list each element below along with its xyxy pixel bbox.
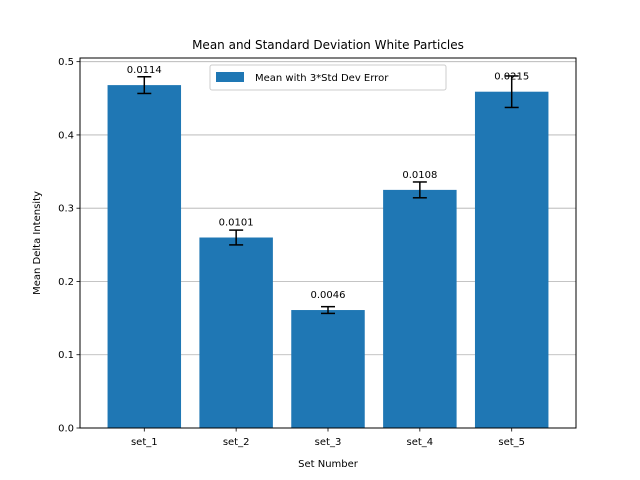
legend-box xyxy=(209,64,447,91)
y-tick-label: 0.4 xyxy=(58,130,74,141)
bar xyxy=(474,91,549,428)
bar-value-label: 0.0108 xyxy=(402,170,437,181)
x-tick-label: set_3 xyxy=(315,437,342,448)
bar xyxy=(107,85,182,428)
x-tick-label: set_1 xyxy=(131,437,158,448)
error-bars xyxy=(137,75,519,315)
x-axis-label: Set Number xyxy=(298,459,359,470)
y-tick-label: 0.5 xyxy=(58,57,74,68)
bar-value-label: 0.0046 xyxy=(311,290,346,301)
x-axis: set_1 set_2 set_3 set_4 set_5 xyxy=(131,428,525,448)
y-tick-label: 0.1 xyxy=(58,350,74,361)
legend: Mean with 3*Std Dev Error xyxy=(209,64,447,91)
y-tick-label: 0.0 xyxy=(58,424,74,435)
y-axis: 0.0 0.1 0.2 0.3 0.4 0.5 xyxy=(58,57,80,435)
bar-value-labels: 0.0114 0.0101 0.0046 0.0108 0.0215 xyxy=(127,65,529,301)
x-tick-label: set_5 xyxy=(498,437,525,448)
bar-value-label: 0.0215 xyxy=(494,72,529,83)
x-tick-label: set_2 xyxy=(223,437,250,448)
bar xyxy=(291,310,365,428)
y-tick-label: 0.3 xyxy=(58,204,74,215)
x-tick-label: set_4 xyxy=(407,437,434,448)
bar-value-label: 0.0101 xyxy=(219,218,254,229)
chart-title: Mean and Standard Deviation White Partic… xyxy=(192,38,464,52)
bar xyxy=(383,189,457,428)
y-tick-label: 0.2 xyxy=(58,277,74,288)
bar xyxy=(199,237,273,428)
legend-swatch xyxy=(216,72,244,82)
y-axis-label: Mean Delta Intensity xyxy=(32,191,43,295)
bar-value-label: 0.0114 xyxy=(127,65,162,76)
legend-label: Mean with 3*Std Dev Error xyxy=(255,73,389,84)
bars xyxy=(107,85,549,428)
